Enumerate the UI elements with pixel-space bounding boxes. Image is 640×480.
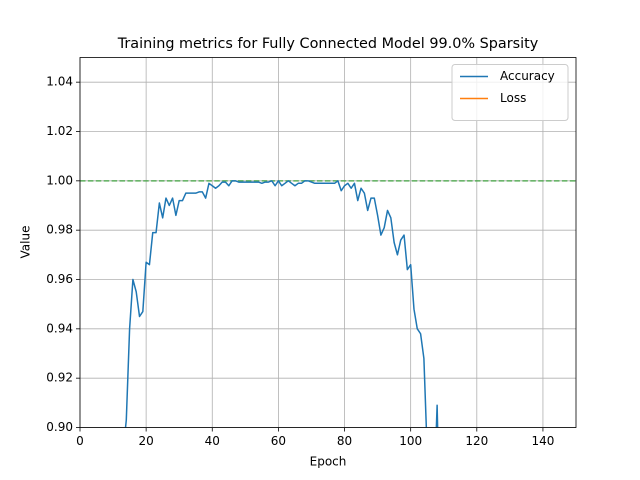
chart-title: Training metrics for Fully Connected Mod… [117, 36, 539, 52]
x-tick-label: 60 [271, 434, 286, 448]
plot-area [80, 180, 576, 428]
x-tick-label: 100 [399, 434, 422, 448]
x-axis-label: Epoch [310, 455, 347, 469]
x-tick-label: 140 [531, 434, 554, 448]
legend-box [451, 64, 569, 121]
y-tick-label: 0.94 [46, 321, 73, 335]
x-tick-label: 20 [138, 434, 153, 448]
x-tick-label: 120 [465, 434, 488, 448]
legend-label: Accuracy [500, 69, 555, 83]
x-tick-label: 40 [205, 434, 220, 448]
y-tick-label: 1.00 [46, 173, 73, 187]
x-tick-label: 0 [76, 434, 84, 448]
y-tick-label: 0.96 [46, 272, 73, 286]
y-tick-label: 0.98 [46, 223, 73, 237]
line-series [124, 180, 439, 428]
axes-frame [79, 57, 577, 428]
y-tick-label: 1.04 [46, 75, 73, 89]
legend: Accuracy Loss [451, 64, 569, 121]
y-tick-label: 1.02 [46, 124, 73, 138]
y-tick-label: 0.90 [46, 420, 73, 434]
x-tick-label: 80 [337, 434, 352, 448]
y-tick-label: 0.92 [46, 371, 73, 385]
legend-label: Loss [500, 91, 526, 105]
y-axis-label: Value [19, 226, 33, 259]
